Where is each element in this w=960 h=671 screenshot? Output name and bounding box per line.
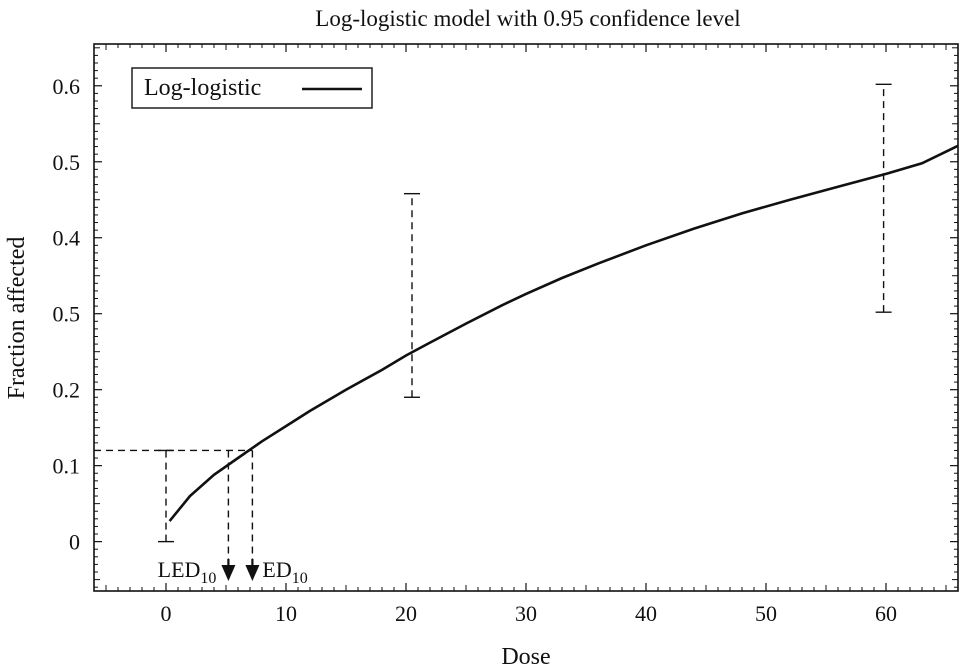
y-tick-labels: 0 0.1 0.2 0.5 0.4 0.5 0.6	[53, 74, 81, 555]
legend-label: Log-logistic	[144, 75, 261, 101]
led-label: LED10	[158, 557, 217, 587]
ed-label-subscript: 10	[292, 570, 308, 587]
x-tick-label: 10	[275, 601, 297, 626]
x-tick-label: 0	[161, 601, 172, 626]
error-bars	[158, 83, 892, 543]
y-tick-label: 0.5	[53, 302, 81, 327]
x-tick-label: 40	[635, 601, 657, 626]
y-tick-label: 0	[69, 530, 80, 555]
x-tick-label: 60	[875, 601, 897, 626]
ed-arrow-head	[245, 565, 260, 581]
ed-label: ED10	[262, 557, 307, 587]
led-arrow-head	[221, 565, 236, 581]
y-tick-label: 0.2	[53, 378, 81, 403]
plot-frame	[93, 43, 959, 592]
y-tick-label: 0.1	[53, 454, 81, 479]
chart-title: Log-logistic model with 0.95 confidence …	[315, 6, 740, 31]
x-tick-label: 50	[755, 601, 777, 626]
x-axis-label: Dose	[501, 644, 550, 670]
x-tick-label: 20	[395, 601, 417, 626]
legend: Log-logistic	[131, 67, 373, 109]
led-label-subscript: 10	[200, 570, 216, 587]
ed-markers: LED10 ED10	[158, 450, 308, 587]
y-tick-label: 0.6	[53, 74, 81, 99]
y-tick-label: 0.5	[53, 150, 81, 175]
x-tick-labels: 0 10 20 30 40 50 60	[161, 601, 898, 626]
x-tick-label: 30	[515, 601, 537, 626]
axis-ticks	[94, 44, 958, 591]
series-line-log-logistic	[168, 144, 959, 522]
y-tick-label: 0.4	[53, 226, 81, 251]
y-axis-label: Fraction affected	[4, 237, 30, 400]
